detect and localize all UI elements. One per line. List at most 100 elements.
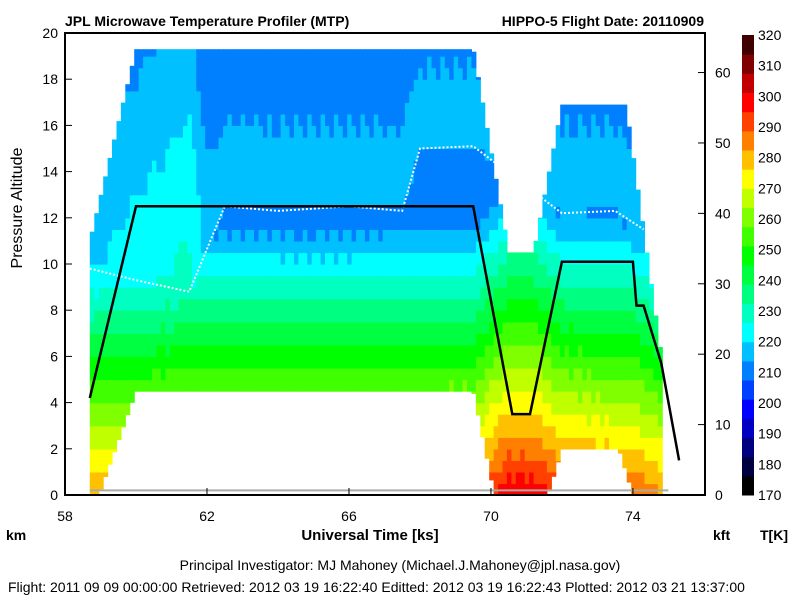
heatmap-cell xyxy=(506,460,512,473)
heatmap-cell xyxy=(626,356,632,369)
heatmap-cell xyxy=(506,414,512,427)
heatmap-cell xyxy=(440,367,446,381)
heatmap-cell xyxy=(129,379,135,392)
heatmap-cell xyxy=(351,113,357,126)
heatmap-cell xyxy=(653,333,659,346)
heatmap-cell xyxy=(245,67,251,80)
heatmap-cell xyxy=(311,344,317,357)
heatmap-cell xyxy=(285,67,291,80)
heatmap-cell xyxy=(289,367,295,381)
heatmap-cell xyxy=(320,90,326,103)
heatmap-cell xyxy=(307,183,313,196)
heatmap-cell xyxy=(276,102,282,115)
heatmap-cell xyxy=(196,67,202,80)
heatmap-cell xyxy=(582,113,588,126)
heatmap-cell xyxy=(511,356,517,369)
heatmap-cell xyxy=(338,102,344,115)
heatmap-cell xyxy=(174,217,180,230)
heatmap-cell xyxy=(595,379,601,392)
heatmap-cell xyxy=(209,310,215,323)
heatmap-cell xyxy=(418,367,424,381)
heatmap-cell xyxy=(591,136,597,150)
heatmap-cell xyxy=(631,158,637,161)
heatmap-cell xyxy=(622,356,628,369)
heatmap-cell xyxy=(240,217,246,230)
colorbar-swatch xyxy=(742,360,754,381)
heatmap-cell xyxy=(116,240,122,254)
heatmap-cell xyxy=(236,113,242,126)
heatmap-cell xyxy=(413,333,419,346)
heatmap-cell xyxy=(156,102,162,115)
heatmap-cell xyxy=(600,148,606,161)
heatmap-cell xyxy=(223,287,228,300)
heatmap-cell xyxy=(591,437,597,450)
heatmap-cell xyxy=(622,229,628,242)
heatmap-cell xyxy=(422,367,428,381)
heatmap-cell xyxy=(280,102,286,115)
heatmap-cell xyxy=(94,379,100,392)
heatmap-cell xyxy=(387,367,393,381)
heatmap-cell xyxy=(205,148,211,161)
heatmap-cell xyxy=(555,217,561,230)
heatmap-cell xyxy=(254,148,259,161)
heatmap-cell xyxy=(418,113,424,126)
heatmap-cell xyxy=(285,264,291,277)
heatmap-cell xyxy=(307,310,313,323)
heatmap-cell xyxy=(600,367,606,381)
heatmap-cell xyxy=(116,437,122,440)
heatmap-cell xyxy=(595,298,601,311)
heatmap-cell xyxy=(187,298,193,311)
heatmap-cell xyxy=(138,298,144,311)
heatmap-cell xyxy=(183,321,188,334)
heatmap-cell xyxy=(196,240,202,254)
heatmap-cell xyxy=(231,160,237,173)
heatmap-cell xyxy=(338,206,344,219)
heatmap-cell xyxy=(387,90,393,103)
heatmap-cell xyxy=(129,136,135,150)
heatmap-cell xyxy=(413,148,419,161)
heatmap-cell xyxy=(316,113,322,126)
heatmap-cell xyxy=(98,425,104,438)
heatmap-cell xyxy=(475,310,481,323)
heatmap-cell xyxy=(600,287,606,300)
heatmap-cell xyxy=(347,206,353,219)
heatmap-cell xyxy=(112,356,117,369)
heatmap-cell xyxy=(338,298,344,311)
heatmap-cell xyxy=(103,194,109,207)
heatmap-cell xyxy=(200,379,206,392)
heatmap-cell xyxy=(524,275,530,288)
heatmap-cell xyxy=(364,125,370,138)
heatmap-cell xyxy=(427,49,433,57)
heatmap-cell xyxy=(152,310,157,323)
heatmap-cell xyxy=(577,298,583,311)
heatmap-cell xyxy=(231,206,237,219)
heatmap-cell xyxy=(404,275,410,288)
heatmap-cell xyxy=(644,391,650,404)
heatmap-cell xyxy=(396,113,401,126)
heatmap-cell xyxy=(609,148,614,161)
heatmap-cell xyxy=(196,171,202,184)
heatmap-cell xyxy=(555,310,561,323)
heatmap-cell xyxy=(134,67,140,80)
heatmap-cell xyxy=(373,356,379,369)
heatmap-cell xyxy=(276,264,282,277)
heatmap-cell xyxy=(422,90,428,103)
heatmap-cell xyxy=(276,79,282,92)
heatmap-cell xyxy=(382,49,388,57)
heatmap-cell xyxy=(609,183,614,196)
heatmap-cell xyxy=(329,217,335,230)
heatmap-cell xyxy=(236,125,242,138)
heatmap-cell xyxy=(174,194,180,207)
heatmap-cell xyxy=(573,298,579,311)
heatmap-cell xyxy=(418,379,424,392)
heatmap-cell xyxy=(134,113,140,126)
heatmap-cell xyxy=(200,321,206,334)
heatmap-cell xyxy=(631,425,637,438)
heatmap-cell xyxy=(440,252,446,265)
heatmap-cell xyxy=(143,252,149,265)
heatmap-cell xyxy=(311,79,317,92)
heatmap-cell xyxy=(569,171,574,184)
heatmap-cell xyxy=(418,49,424,57)
heatmap-cell xyxy=(622,402,628,415)
heatmap-cell xyxy=(409,229,415,242)
